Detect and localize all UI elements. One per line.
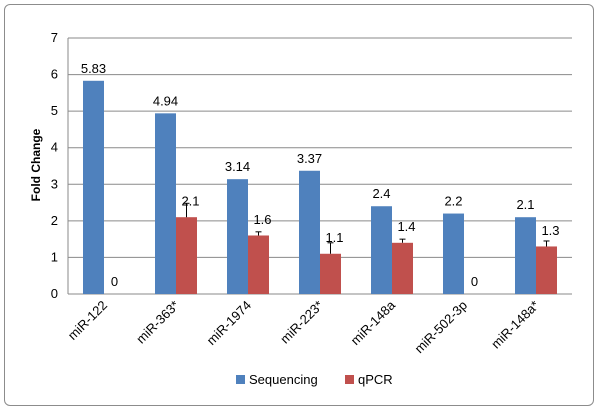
data-label: 1.1 [325, 230, 343, 245]
data-label: 1.3 [541, 223, 559, 238]
data-label: 2.4 [372, 186, 390, 201]
data-label: 5.83 [81, 61, 106, 76]
data-label: 4.94 [153, 93, 178, 108]
bar-sequencing-mir-223- [299, 170, 320, 294]
bar-sequencing-mir-148a [371, 206, 392, 294]
y-tick-label: 2 [51, 213, 58, 228]
x-tick-label: miR-122 [65, 298, 110, 343]
legend: Sequencing qPCR [236, 372, 393, 387]
data-label: 0 [471, 274, 478, 289]
bar-sequencing-mir-122 [83, 80, 104, 294]
bar-qpcr-mir-363- [176, 217, 197, 294]
y-axis-ticks: 0 1 2 3 4 5 6 7 [51, 30, 58, 301]
x-tick-label: miR-148a [348, 297, 399, 348]
y-tick-label: 4 [51, 140, 58, 155]
bar-sequencing-mir-363- [155, 113, 176, 294]
bar-qpcr-mir-148a- [536, 246, 557, 294]
legend-swatch-sequencing [236, 375, 245, 384]
data-label: 2.1 [181, 194, 199, 209]
x-tick-label: miR-363* [133, 298, 182, 347]
data-label: 0 [111, 274, 118, 289]
y-tick-label: 3 [51, 176, 58, 191]
legend-label-qpcr: qPCR [358, 372, 393, 387]
legend-swatch-qpcr [345, 375, 354, 384]
x-axis-ticks: miR-122 miR-363* miR-1974 miR-223* miR-148a m… [65, 297, 542, 356]
bar-qpcr-mir-223- [320, 253, 341, 294]
bar-qpcr-mir-1974 [248, 235, 269, 294]
y-tick-label: 1 [51, 249, 58, 264]
y-tick-label: 6 [51, 67, 58, 82]
x-tick-label: miR-223* [277, 298, 326, 347]
x-tick-label: miR-502-3p [411, 298, 470, 357]
bar-qpcr-mir-148a [392, 242, 413, 294]
error-bars [183, 202, 550, 254]
data-label: 2.1 [516, 197, 534, 212]
data-label: 3.37 [297, 151, 322, 166]
data-label: 1.6 [253, 212, 271, 227]
x-tick-label: miR-148a* [488, 298, 542, 352]
y-tick-label: 5 [51, 103, 58, 118]
y-tick-label: 7 [51, 30, 58, 45]
data-label: 2.2 [444, 194, 462, 209]
data-label: 3.14 [225, 159, 250, 174]
y-tick-label: 0 [51, 286, 58, 301]
bar-sequencing-mir-502-3p [443, 213, 464, 294]
x-tick-label: miR-1974 [204, 298, 254, 348]
data-label: 1.4 [397, 219, 415, 234]
bars [83, 80, 557, 294]
y-axis-title: Fold Change [29, 128, 43, 201]
bar-sequencing-mir-1974 [227, 179, 248, 294]
legend-label-sequencing: Sequencing [249, 372, 318, 387]
bar-sequencing-mir-148a- [515, 217, 536, 294]
data-labels: 5.83 4.94 3.14 3.37 2.4 2.2 2.1 0 2.1 1.6 1.1 1.4 0 1… [81, 61, 560, 289]
